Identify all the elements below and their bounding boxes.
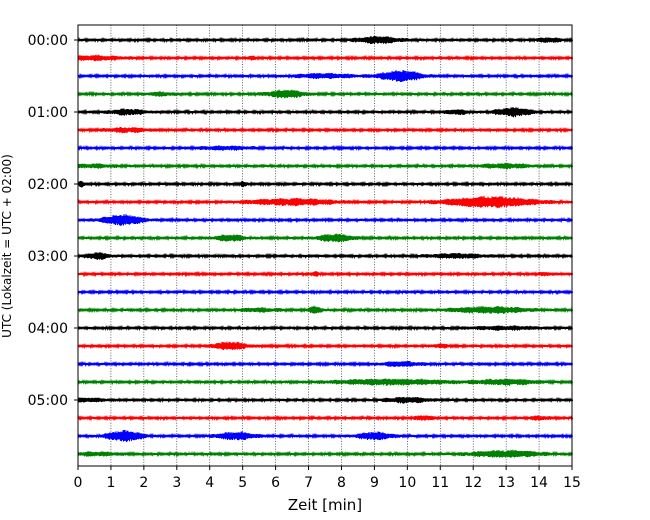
x-tick-label: 0	[74, 475, 83, 491]
seismic-trace	[77, 378, 574, 386]
plot-frame	[77, 24, 573, 467]
seismic-trace	[77, 233, 573, 243]
x-tick-label: 15	[563, 475, 581, 491]
x-tick-label: 2	[139, 475, 148, 491]
seismic-trace	[77, 324, 574, 332]
seismic-trace	[77, 360, 574, 368]
seismic-trace	[77, 35, 574, 45]
seismic-trace	[77, 341, 573, 351]
x-tick-label: 9	[370, 475, 379, 491]
seismic-trace	[77, 396, 574, 404]
seismic-trace	[77, 107, 574, 118]
seismic-trace	[77, 180, 574, 188]
seismic-trace	[77, 252, 574, 260]
x-tick-label: 3	[172, 475, 181, 491]
seismic-trace	[77, 414, 574, 422]
x-tick-label: 12	[464, 475, 482, 491]
y-tick-label: 05:00	[28, 393, 68, 409]
y-axis: 00:00 01:00 02:00 03:00 04:00 05:00	[28, 33, 78, 409]
x-tick-label: 4	[205, 475, 214, 491]
seismic-trace	[77, 54, 574, 62]
seismic-trace	[77, 429, 574, 442]
seismic-trace	[77, 126, 574, 134]
y-tick-label: 04:00	[28, 321, 68, 337]
x-tick-label: 5	[238, 475, 247, 491]
seismic-trace	[77, 70, 574, 83]
seismic-trace	[77, 449, 574, 458]
seismic-trace	[77, 214, 574, 226]
y-tick-label: 01:00	[28, 105, 68, 121]
seismic-trace	[77, 195, 574, 209]
seismic-trace	[77, 144, 574, 152]
x-grid	[110, 25, 540, 466]
y-tick-label: 02:00	[28, 177, 68, 193]
y-tick-label: 00:00	[28, 33, 68, 49]
x-tick-label: 1	[106, 475, 115, 491]
x-tick-label: 13	[497, 475, 515, 491]
seismic-traces	[77, 35, 574, 458]
seismic-trace	[77, 288, 574, 296]
seismic-trace	[77, 89, 574, 99]
seismic-trace	[77, 162, 574, 170]
x-axis-label: Zeit [min]	[288, 496, 362, 514]
y-axis-label: UTC (Lokalzeit = UTC + 02:00)	[0, 154, 14, 338]
x-tick-label: 14	[530, 475, 548, 491]
x-axis: 0 1 2 3 4 5 6 7 8 9 10 11 12 13 14 15	[74, 466, 581, 491]
x-tick-label: 10	[398, 475, 416, 491]
seismic-trace	[77, 270, 574, 278]
x-tick-label: 11	[431, 475, 449, 491]
x-tick-label: 6	[271, 475, 280, 491]
seismic-trace	[77, 305, 574, 314]
x-tick-label: 8	[337, 475, 346, 491]
x-tick-label: 7	[304, 475, 313, 491]
y-tick-label: 03:00	[28, 249, 68, 265]
